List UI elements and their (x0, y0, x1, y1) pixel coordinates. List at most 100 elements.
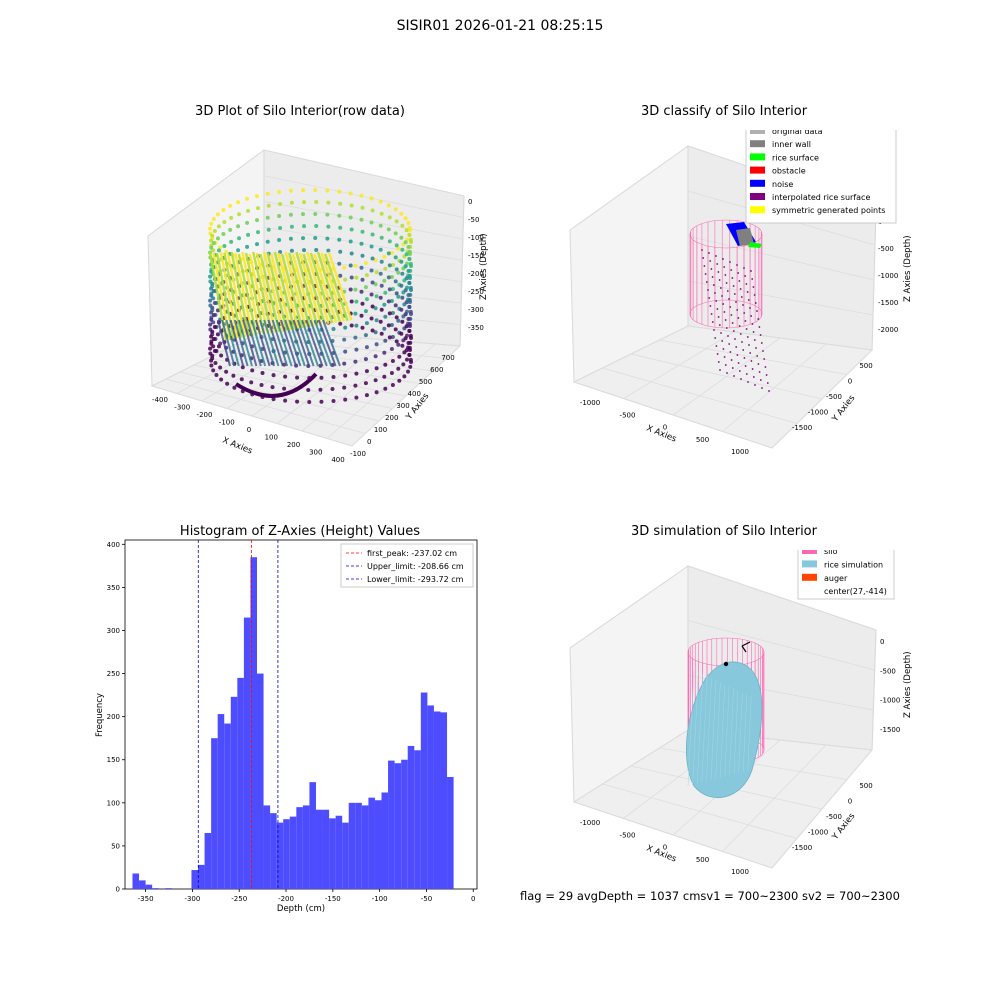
data-point (373, 306, 378, 311)
rice-mesh-line (715, 681, 721, 779)
data-point (389, 346, 394, 351)
data-point (406, 317, 411, 322)
data-point (314, 224, 319, 229)
legend-label: noise (772, 180, 793, 189)
surface-stroke (280, 253, 304, 329)
rice-point (749, 352, 752, 354)
data-point (229, 215, 234, 220)
rice-point (766, 382, 769, 384)
lower-stroke (250, 319, 267, 367)
grid-line (602, 783, 798, 839)
rice-point (710, 268, 713, 270)
data-point (289, 224, 294, 229)
data-point (359, 265, 364, 270)
data-point (386, 203, 391, 208)
y-tick-label: 150 (107, 756, 120, 764)
rice-point (712, 284, 715, 286)
histogram-bar (263, 805, 271, 889)
data-point (349, 275, 354, 280)
data-point (330, 386, 335, 391)
data-point (359, 289, 364, 294)
rice-point (739, 288, 742, 290)
data-point (374, 294, 379, 299)
data-point (404, 324, 409, 329)
rice-point (741, 341, 743, 343)
data-point (363, 381, 368, 386)
rice-point (756, 310, 758, 312)
data-point (404, 300, 409, 305)
data-point (382, 326, 387, 331)
legend-label: interpolated rice surface (772, 193, 870, 202)
rice-point (731, 367, 734, 369)
data-point (295, 399, 300, 404)
interpolated-rice-surface-points (701, 249, 770, 392)
rice-point (726, 372, 728, 374)
surface-stroke (302, 253, 326, 325)
data-point (408, 364, 413, 369)
data-point (383, 290, 388, 295)
surface-stroke (273, 251, 296, 330)
surface-stroke (324, 253, 349, 322)
data-point (331, 326, 336, 331)
rice-point (713, 329, 715, 331)
data-point (370, 304, 375, 309)
rice-point (764, 366, 767, 368)
rice-mesh-line (696, 673, 704, 784)
data-point (394, 267, 399, 272)
surface-stroke (223, 252, 243, 338)
data-point (378, 319, 383, 324)
data-point (364, 321, 369, 326)
data-point (211, 336, 216, 341)
data-point (216, 248, 221, 253)
legend-swatch (750, 130, 765, 134)
y-tick-labels: -1500 -1000 -500 0 500 (792, 362, 873, 432)
lower-stroke (305, 319, 324, 367)
data-point (406, 269, 411, 274)
data-point (363, 285, 368, 290)
rice-point (762, 350, 764, 352)
y-tick: 0 (367, 438, 371, 446)
data-point (306, 387, 311, 392)
data-point (354, 395, 359, 400)
rice-point (715, 300, 718, 302)
grid-line (207, 357, 407, 397)
x-tick: 1000 (731, 868, 749, 876)
rice-point (724, 274, 727, 276)
data-point (212, 228, 217, 233)
rice-point (714, 292, 716, 294)
surface-stroke (270, 253, 292, 331)
rice-point (719, 287, 722, 289)
grid-line (687, 565, 877, 631)
histogram-bar (433, 711, 441, 889)
rice-point (746, 291, 749, 293)
rice-point (752, 376, 755, 378)
histogram-bar (381, 792, 389, 889)
grid-line (602, 367, 798, 424)
lower-stroke (288, 319, 306, 367)
data-point (378, 199, 383, 204)
data-point (222, 220, 227, 224)
rice-mesh-line (706, 677, 712, 782)
z-tick: -500 (878, 245, 894, 253)
rice-point (737, 272, 740, 274)
data-point (314, 200, 319, 205)
histogram-bar (302, 805, 310, 889)
x-axis-label: X Axies (645, 424, 678, 445)
data-point (209, 310, 214, 315)
data-point (369, 268, 374, 273)
data-point (396, 246, 401, 251)
rice-point (708, 252, 710, 254)
rice-point (730, 314, 733, 316)
data-point (228, 227, 233, 232)
data-point (354, 347, 359, 352)
grid-line (687, 280, 874, 316)
data-point (379, 235, 384, 240)
data-point (399, 235, 404, 240)
rice-point (761, 387, 763, 389)
lower-stroke (238, 319, 253, 367)
y-tick-label: 400 (107, 541, 120, 549)
rice-point (746, 336, 749, 338)
rice-point (738, 370, 741, 372)
x-tick: -1000 (580, 819, 600, 827)
lower-stroke (246, 319, 262, 367)
